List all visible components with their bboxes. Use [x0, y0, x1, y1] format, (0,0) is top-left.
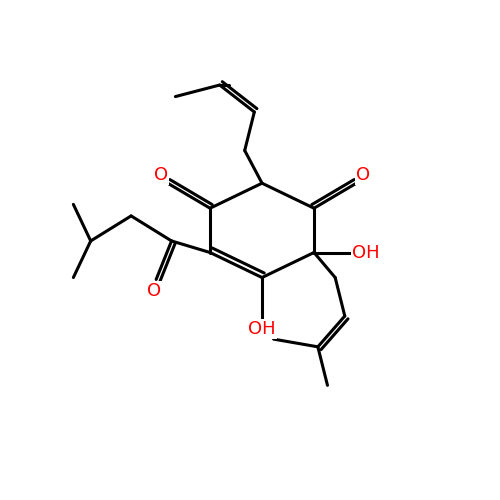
- Text: O: O: [356, 166, 370, 184]
- Text: O: O: [147, 282, 162, 300]
- Text: OH: OH: [248, 320, 276, 338]
- Text: O: O: [154, 166, 168, 184]
- Text: OH: OH: [352, 244, 380, 262]
